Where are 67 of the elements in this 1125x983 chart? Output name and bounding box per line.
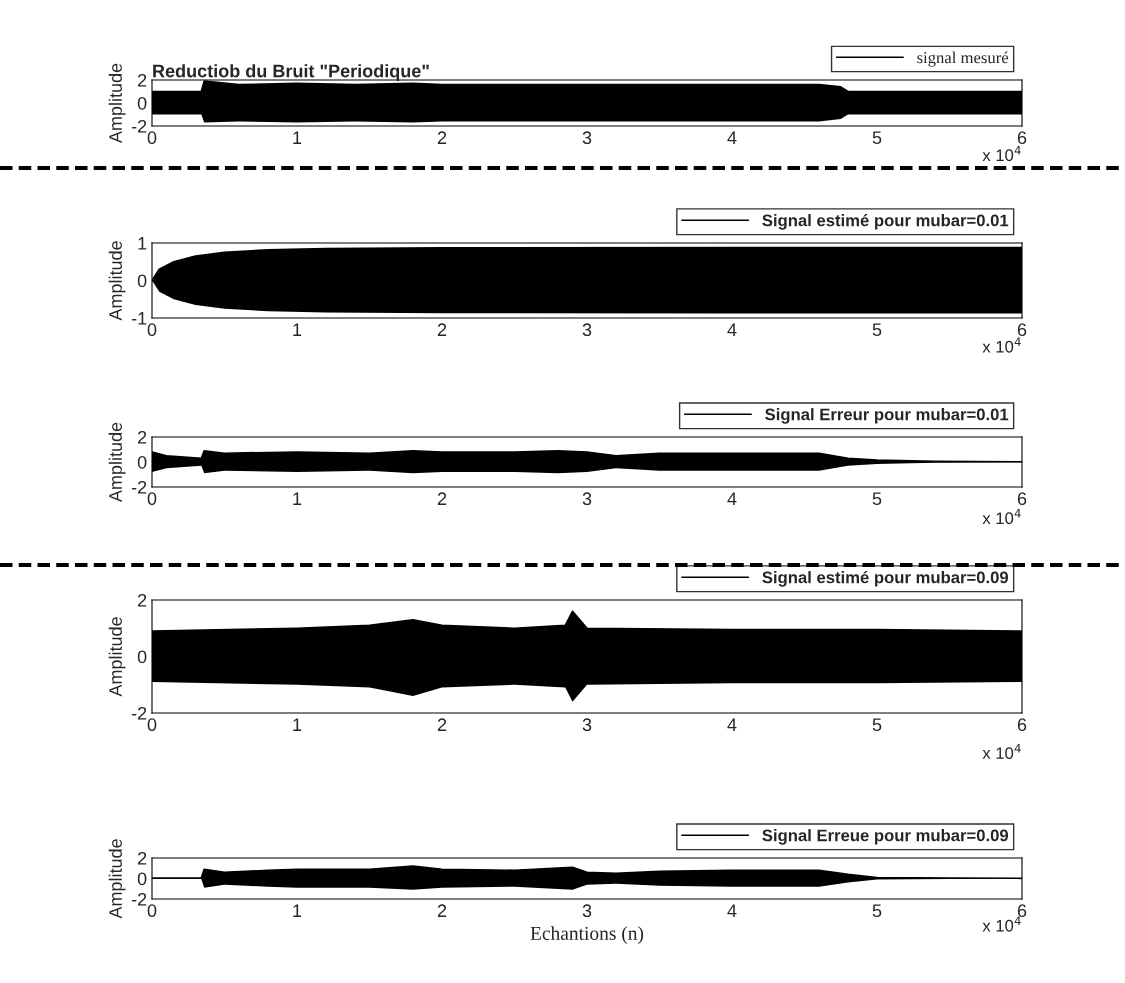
x-tick-label: 3	[582, 131, 592, 145]
text: x 10$^{4}$	[982, 916, 1021, 932]
x-tick-label: 1	[293, 492, 302, 505]
y-tick-label: 0	[137, 274, 147, 288]
legend-label: Signal estimé pour mubar=0.09	[762, 570, 1009, 587]
y-tick-label: -2	[131, 480, 147, 494]
x-tick-label: 3	[582, 904, 592, 918]
x-tick-label: 2	[437, 131, 447, 144]
x-tick-label: 5	[872, 904, 882, 918]
x-axis-title: Echantions (n)	[530, 926, 644, 944]
x-tick-label: 6	[1017, 904, 1027, 918]
y-tick-label: 2	[138, 430, 147, 444]
x-tick-label: 1	[293, 904, 302, 917]
x-tick-label: 2	[437, 492, 447, 505]
text: x 10$^{4}$	[982, 146, 1021, 162]
x-tick-label: 6	[1017, 492, 1027, 506]
y-tick-label: 0	[137, 650, 147, 664]
x-tick-label: 4	[727, 492, 737, 505]
x-tick-label: 2	[437, 323, 447, 336]
y-tick-label: -2	[131, 706, 147, 720]
x-tick-label: 5	[872, 492, 882, 506]
x-tick-label: 0	[147, 718, 157, 732]
y-axis-title: Amplitude	[108, 617, 126, 697]
x-tick-label: 2	[437, 718, 447, 731]
x-tick-label: 4	[727, 718, 737, 731]
x-tick-label: 6	[1017, 323, 1027, 337]
y-axis-title: Amplitude	[108, 422, 126, 503]
y-tick-label: 1	[138, 237, 147, 250]
x-tick-label: 2	[437, 904, 447, 917]
x-tick-label: 1	[293, 323, 302, 336]
x-tick-label: 5	[872, 131, 882, 145]
y-axis-title: Amplitude	[108, 839, 126, 919]
chart-title: Reductiob du Bruit "Periodique"	[153, 64, 429, 81]
y-tick-label: 0	[137, 872, 147, 886]
x-tick-label: 4	[727, 904, 737, 917]
x-tick-label: 0	[147, 904, 157, 918]
x-tick-label: 4	[727, 131, 737, 144]
y-tick-label: -2	[131, 119, 147, 133]
text: x 10$^{4}$	[982, 509, 1021, 525]
y-tick-label: 0	[137, 96, 147, 110]
y-axis-title: Amplitude	[108, 63, 126, 144]
x-tick-label: 1	[293, 718, 302, 731]
y-tick-label: 2	[138, 851, 147, 865]
x-tick-label: 4	[727, 323, 737, 336]
x-tick-label: 6	[1017, 718, 1027, 732]
x-tick-label: 3	[582, 718, 592, 732]
y-tick-label: 0	[137, 455, 147, 469]
x-tick-label: 5	[872, 323, 882, 337]
legend-label: signal mesuré	[917, 51, 1009, 67]
legend-label: Signal Erreur pour mubar=0.01	[765, 408, 1009, 424]
x-tick-label: 6	[1017, 131, 1027, 145]
x-tick-label: 0	[147, 323, 157, 337]
x-tick-label: 0	[147, 492, 157, 506]
legend-label: Signal Erreue pour mubar=0.09	[762, 829, 1009, 845]
x-tick-label: 3	[582, 492, 592, 506]
y-axis-title: Amplitude	[108, 241, 126, 321]
x-tick-label: 0	[147, 131, 157, 145]
x-tick-label: 3	[582, 323, 592, 337]
y-tick-label: -2	[131, 892, 147, 906]
text: x 10$^{4}$	[982, 337, 1021, 353]
y-tick-label: -1	[131, 312, 147, 325]
x-tick-label: 1	[293, 131, 302, 144]
x-tick-label: 5	[872, 718, 882, 732]
y-tick-label: 2	[138, 73, 147, 87]
y-tick-label: 2	[138, 593, 147, 607]
text: x 10$^{4}$	[982, 743, 1021, 760]
legend-label: Signal estimé pour mubar=0.01	[762, 213, 1009, 230]
